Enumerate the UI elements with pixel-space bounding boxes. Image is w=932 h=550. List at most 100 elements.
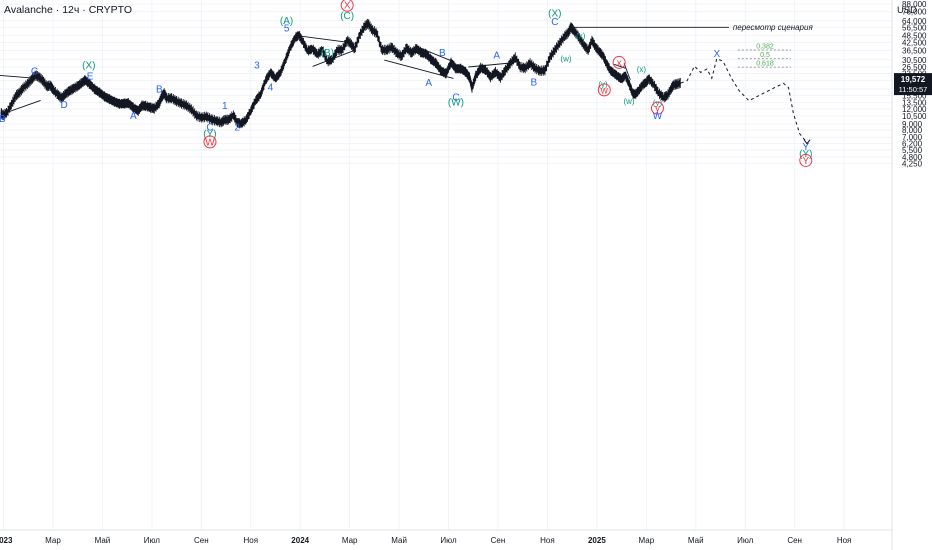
time-tick-label: 2025 [588,536,606,545]
wave-label-circled: y [655,104,660,115]
price-tick-label: 56,500 [902,23,927,32]
trend-line [614,63,626,69]
wave-label: (w) [623,97,634,106]
time-tick-label: Ноя [837,536,852,545]
wave-label: (C) [340,11,354,22]
wave-label: C [31,66,38,77]
time-tick-label: Сен [787,536,802,545]
time-tick-label: Июл [737,536,754,545]
wave-label: 1 [222,101,228,112]
wave-label-circled: Y [802,156,809,167]
projection-path [680,57,808,144]
price-line [0,22,682,125]
time-tick-label: Июл [144,536,161,545]
price-tick-label: 6,200 [902,140,923,149]
price-tick-label: 10,500 [902,112,927,121]
wave-label: A [493,51,500,62]
price-tag-box [894,73,932,96]
time-tick-label: 2023 [0,536,13,545]
wave-label: 2 [234,122,240,133]
time-tick-label: Май [391,536,407,545]
wave-label-circle [203,135,217,149]
trend-line [312,49,355,67]
wave-label: (B) [321,48,334,59]
wave-label-circle [799,153,813,167]
price-tick-label: 7,000 [902,133,923,142]
price-tick-label: 30,500 [902,56,927,65]
time-tick-label: Сен [194,536,209,545]
wave-label: 3 [254,61,260,72]
wave-label: (W) [448,97,464,108]
wave-label: (y) [598,80,608,89]
wave-label: 0,5 [760,52,770,59]
time-tick-label: 2024 [291,536,309,545]
wave-label: C [452,93,459,104]
wave-label: (A) [280,16,293,27]
wave-label-circle [612,55,626,69]
time-tick-label: Июл [440,536,457,545]
wave-label: (x) [576,32,586,41]
wave-label-circled: X [344,1,351,12]
wave-label: 0,382 [756,43,774,50]
wave-label: B [156,84,163,95]
time-tick-label: Ноя [540,536,555,545]
price-tick-label: 76,000 [902,8,927,17]
wave-label: B [439,48,446,59]
wave-label: E [87,72,94,83]
source-label: CRYPTO [88,4,133,16]
wave-label: X [713,49,720,60]
price-tick-label: 8,000 [902,126,923,135]
price-tick-label: 13,500 [902,99,927,108]
wave-label: A [130,111,137,122]
wave-label: (y) [653,98,663,107]
wave-label-circled: W [205,137,215,148]
trend-line [0,74,35,79]
price-tick-label: 36,500 [902,46,927,55]
bar-countdown: 11:50:57 [899,85,928,94]
trend-line [468,62,511,68]
wave-label: пересмотр сценария [733,23,814,32]
wave-label: W [653,111,663,122]
price-series [0,18,682,129]
price-tick-label: 26,500 [902,63,927,72]
price-tick-label: 42,500 [902,38,927,47]
wave-label: (Y) [203,129,216,140]
interval-label: 12ч [62,4,80,16]
wave-label-circle [650,101,664,115]
time-tick-label: Мар [638,536,654,545]
wave-label: (w) [560,55,571,64]
grid-lines [0,0,892,530]
wave-label: C [551,17,558,28]
trend-line [0,99,41,115]
time-tick-label: Май [95,536,111,545]
trend-line [384,59,454,79]
currency-label[interactable]: USD [896,5,917,16]
time-tick-label: Мар [342,536,358,545]
symbol-header[interactable]: Avalanche · 12ч · CRYPTO [4,4,133,16]
price-tick-label: 12,000 [902,105,927,114]
symbol-name: Avalanche [4,4,53,16]
time-tick-label: Мар [45,536,61,545]
trend-line [605,60,615,77]
wave-label-circled: w [600,85,609,96]
plot-area [0,18,811,145]
wave-label: B [531,78,538,89]
time-axis: 2023 Мар Май Июл Сен Ноя 2024 Мар Май Июл Сен Ноя 20… [0,529,892,545]
price-tick-label: 9,000 [902,120,923,129]
wave-label: (X) [82,61,95,72]
price-tick-label: 88,000 [902,0,927,9]
current-price-value: 19,572 [901,75,926,84]
price-tick-label: 64,000 [902,17,927,26]
wave-label: 0,618 [756,61,774,68]
price-tick-label: 5,500 [902,146,923,155]
price-tick-label: 48,500 [902,31,927,40]
time-tick-label: Сен [491,536,506,545]
wave-label: B [0,114,6,125]
price-tick-label: 4,800 [902,153,923,162]
price-tick-label: 4,250 [902,159,923,168]
trend-line [295,34,355,44]
wave-label: 5 [284,23,290,34]
wave-label: Y [802,142,809,153]
